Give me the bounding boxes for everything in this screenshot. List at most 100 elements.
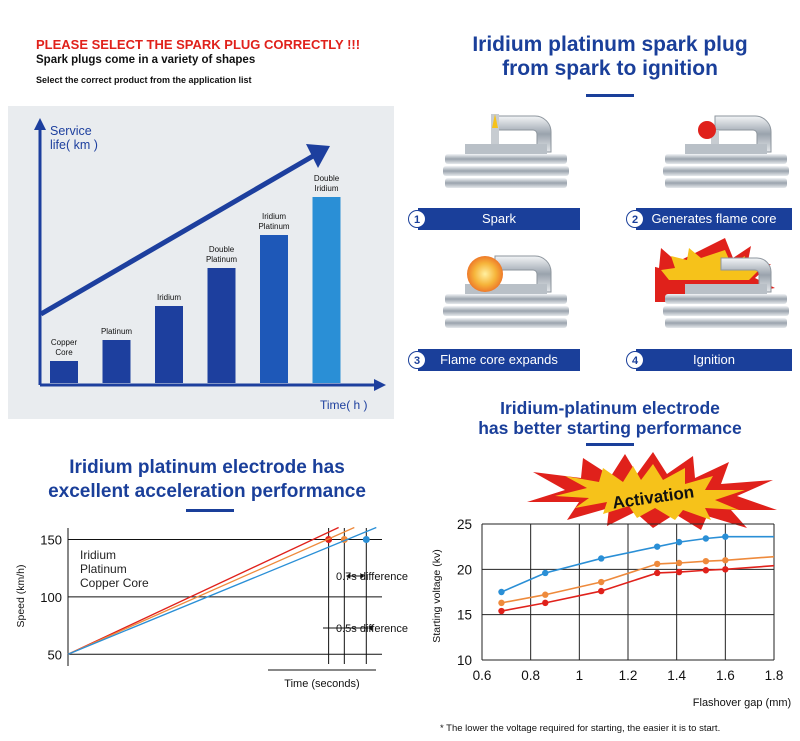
bar-label-3-line1: Iridium [157,293,181,302]
series-line-2 [501,555,775,604]
application-note: Select the correct product from the appl… [36,75,252,85]
x-tick-1: 0.6 [473,668,492,683]
bar-label-5-line1: Iridium [262,212,286,221]
series-2-point-2 [542,591,549,598]
difference-arrowhead-2 [368,625,373,631]
x-tick-5: 1.4 [667,668,686,683]
bar-1 [50,361,78,383]
y-axis-label: Starting voltage (kv) [431,549,443,642]
spark-plug-illustration-3 [443,255,569,328]
stage-1-label: Spark [482,211,516,226]
starting-title-underline [586,443,634,446]
subtitle-text: Spark plugs come in a variety of shapes [36,54,256,66]
ignition-title: Iridium platinum spark plug from spark t… [430,33,790,81]
series-2-point-7 [722,557,729,564]
ignition-title-line1: Iridium platinum spark plug [472,33,748,56]
x-axis-label: Time( h ) [320,398,368,412]
y-tick-1: 10 [457,653,472,668]
starting-title-line2: has better starting performance [478,418,742,438]
stage-1-banner: Spark [418,208,580,230]
series-1-point-1 [498,588,505,596]
y-tick-1: 50 [48,647,62,662]
series-line-1 [67,526,339,655]
stage-4-label: Ignition [693,352,735,367]
series-2-point-1 [498,599,505,607]
starting-voltage-chart: 10 15 20 25 0.6 0.8 1 1.2 1.4 1.6 1.8 Starting volt… [431,517,791,709]
series-1-point-4 [654,543,661,550]
acceleration-title: Iridium platinum electrode has excellent… [12,456,402,504]
series-2-point-4 [654,560,661,568]
series-end-point-3 [362,535,370,543]
x-axis-label: Flashover gap (mm) [693,697,791,709]
bar-label-2-line1: Platinum [101,327,132,336]
acceleration-chart: 50 100 150 Speed (km/h) Time (seconds) Iridiu… [15,526,408,690]
x-tick-2: 0.8 [521,668,540,683]
stage-4-number: 4 [626,351,644,369]
series-2-point-3 [598,578,605,586]
starting-title: Iridium-platinum electrode has better st… [430,398,790,438]
legend-entry-2: Platinum [80,562,127,576]
series-3-point-5 [675,568,683,576]
x-tick-6: 1.6 [716,668,735,683]
bar-5 [260,235,288,383]
bar-label-6-line1: Double [314,174,340,183]
stage-2-banner: Generates flame core [636,208,792,230]
legend-entry-3: Copper Core [80,576,149,590]
series-3-point-4 [654,569,661,577]
y-tick-2: 100 [40,590,62,605]
series-1-point-5 [675,538,683,546]
series-3-point-2 [542,599,549,607]
series-line-3 [67,526,377,655]
trend-arrowhead [306,144,330,168]
x-tick-7: 1.8 [765,668,784,683]
bar-label-5-line2: Platinum [258,222,289,231]
acceleration-title-line1: Iridium platinum electrode has [69,457,345,478]
bar-label-4-line2: Platinum [206,255,237,264]
x-axis-label: Time (seconds) [284,678,359,690]
bar-chart-panel: Service life( km ) Time( h ) Copper Core Plat… [8,106,394,419]
y-tick-3: 20 [457,562,472,577]
x-axis-arrowhead [374,379,386,391]
footnote: * The lower the voltage required for sta… [440,723,721,734]
x-tick-3: 1 [576,668,584,683]
difference-arrowhead-1a [346,573,351,579]
y-tick-2: 15 [457,608,472,623]
spark-plug-illustration-2 [663,115,789,188]
series-line-3 [501,564,775,612]
series-line-2 [67,526,355,655]
ignition-title-line2: from spark to ignition [502,57,718,80]
legend-entry-1: Iridium [80,548,116,562]
trend-arrow-line [39,149,322,317]
series-3-point-7 [722,566,729,573]
bar-label-1-line1: Copper [51,338,78,347]
acceleration-title-line2: excellent acceleration performance [48,481,366,502]
y-axis-label: Speed (km/h) [15,564,27,627]
acceleration-title-underline [186,509,234,512]
y-axis-label: Service life( km ) [50,124,98,152]
stage-2-number: 2 [626,210,644,228]
activation-burst: Activation [527,452,777,530]
x-tick-4: 1.2 [619,668,638,683]
difference-arrowhead-1b [360,573,365,579]
bar-label-6-line2: Iridium [314,184,338,193]
y-axis-arrowhead [34,118,46,130]
series-3-point-6 [702,567,710,574]
series-3-point-1 [498,607,505,615]
starting-title-line1: Iridium-platinum electrode [500,398,720,418]
stage-3-banner: Flame core expands [418,349,580,371]
difference-annotation-2: 0.5s difference [336,623,408,635]
bar-label-1-line2: Core [55,348,73,357]
series-1-point-2 [542,569,549,577]
spark-plug-illustration-1 [443,114,569,188]
series-1-point-3 [598,555,605,562]
warning-text: PLEASE SELECT THE SPARK PLUG CORRECTLY !… [36,37,361,52]
y-tick-3: 150 [40,532,62,547]
y-tick-4: 25 [457,517,472,532]
stage-3-number: 3 [408,351,426,369]
stage-4-banner: Ignition [636,349,792,371]
stage-2-label: Generates flame core [651,211,777,226]
bar-3 [155,306,183,383]
series-2-point-5 [675,559,683,567]
bar-2 [102,340,131,383]
